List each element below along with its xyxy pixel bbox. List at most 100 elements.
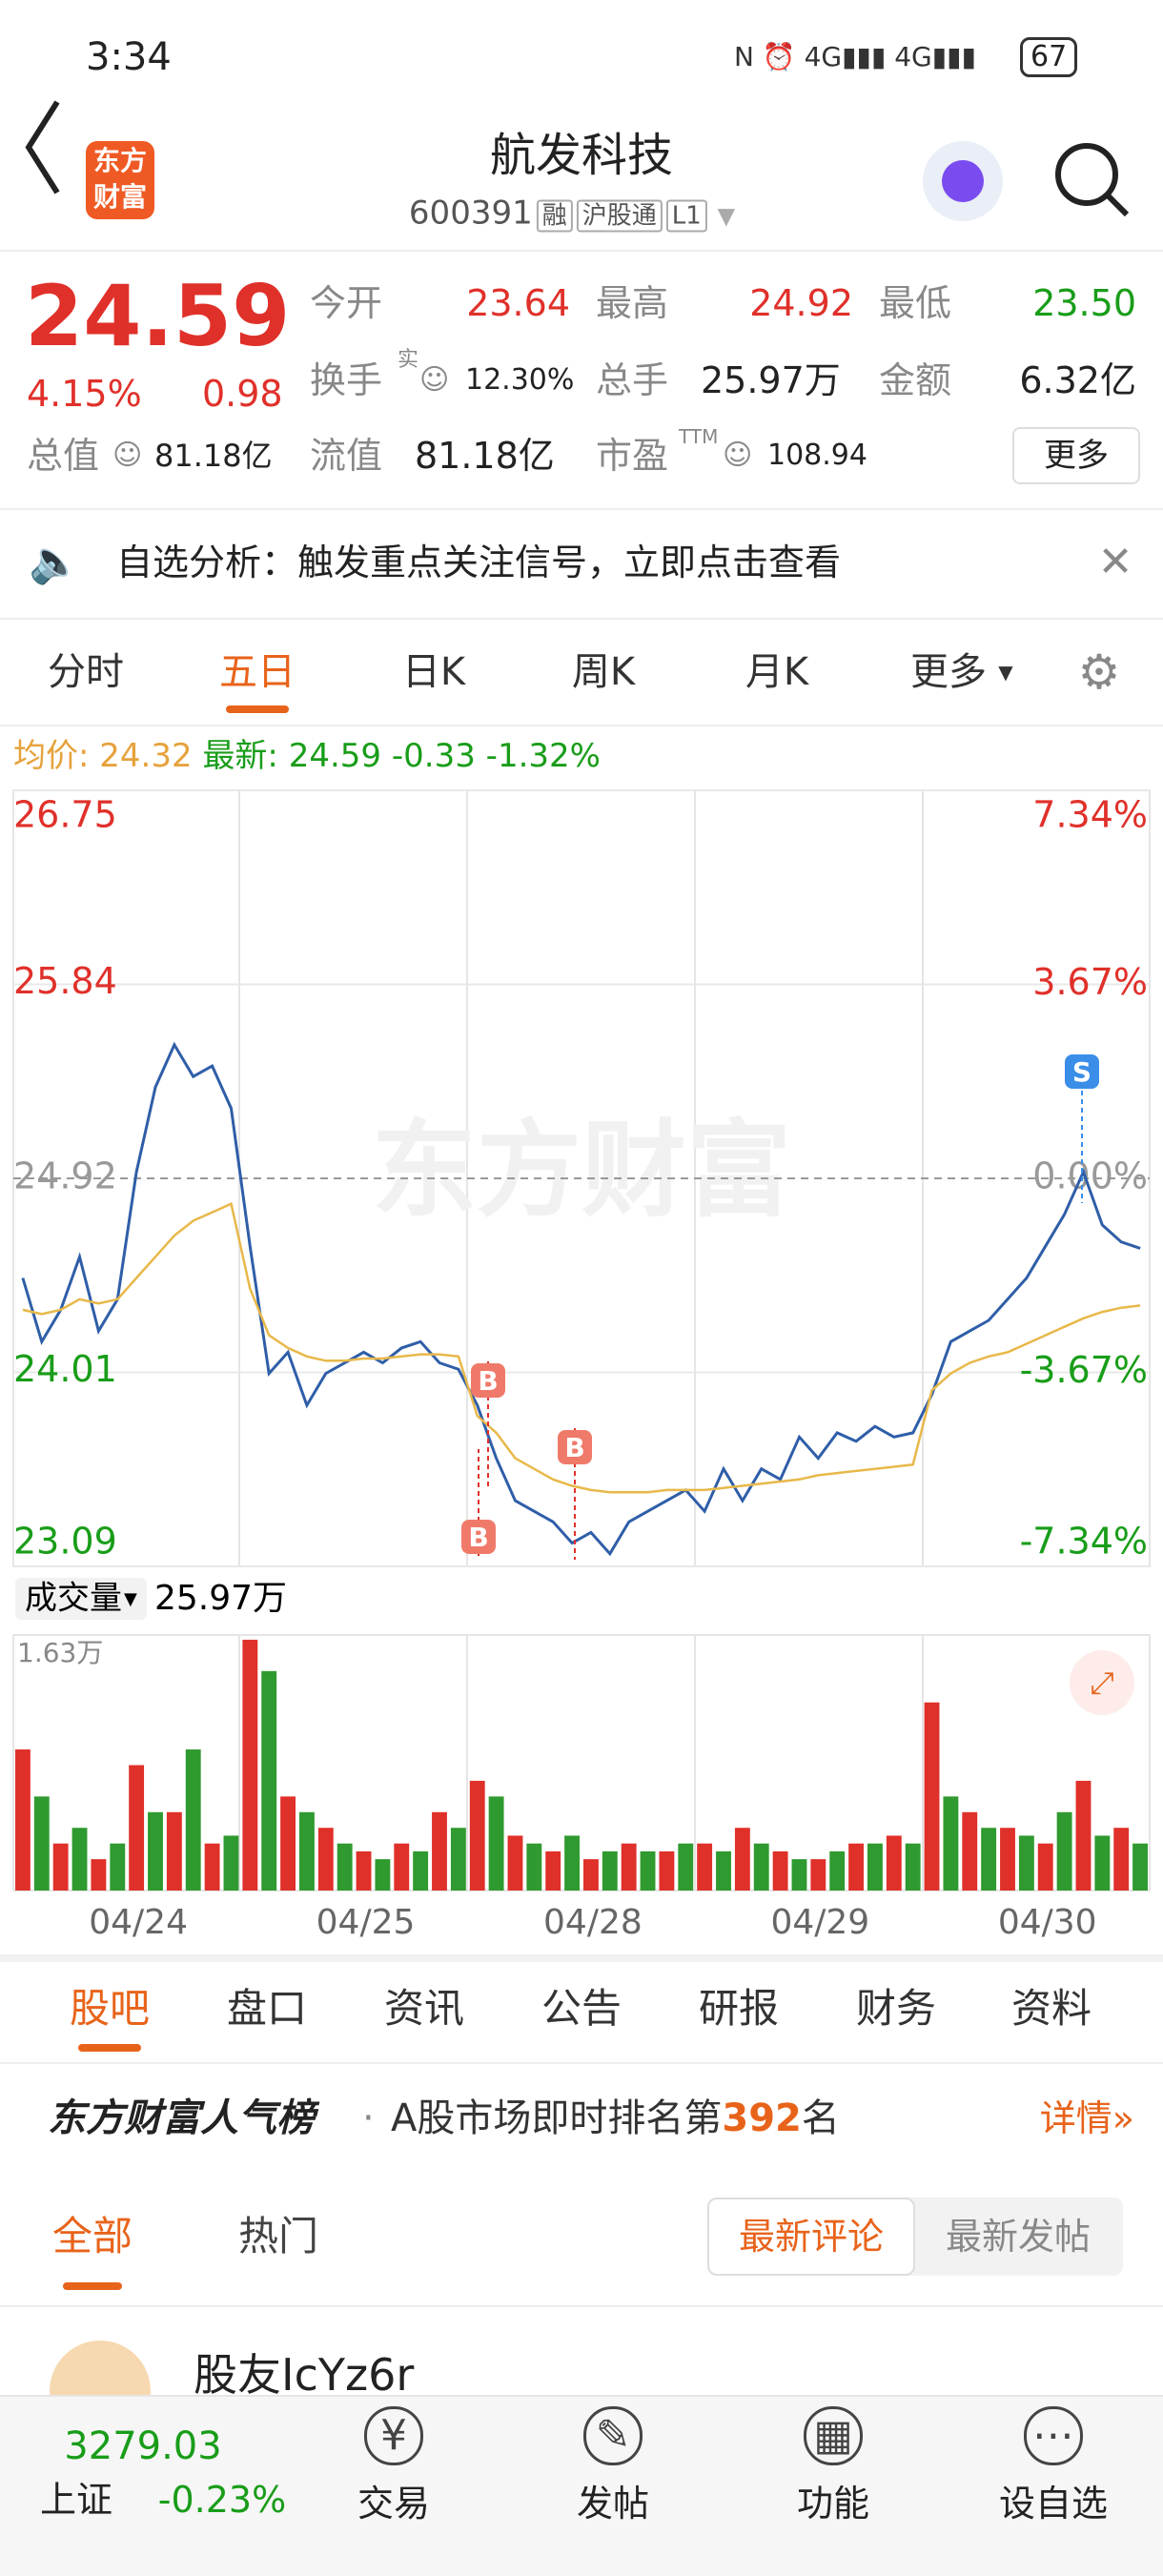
sort-tab[interactable]: 最新发帖 (945, 2216, 1092, 2258)
volume-bar (772, 1850, 788, 1891)
x-tick-label: 04/30 (998, 1903, 1097, 1942)
nav-icon[interactable]: ¥ (364, 2406, 423, 2465)
x-tick-label: 04/24 (89, 1903, 188, 1942)
chart-tab[interactable]: 月K (745, 650, 809, 694)
volume-bar (962, 1811, 978, 1891)
section-tab[interactable]: 研报 (698, 1985, 780, 2032)
x-tick-label: 04/25 (316, 1903, 416, 1942)
x-tick-label: 04/28 (543, 1903, 643, 1942)
volume-bar (924, 1702, 940, 1891)
stock-title: 航发科技 (489, 129, 674, 182)
battery: 67 (1020, 37, 1078, 77)
legend-value: 24.59 (288, 737, 382, 775)
header-icons (25, 100, 1130, 221)
volume-bar (110, 1843, 126, 1891)
trade-marker-label: S (1072, 1056, 1092, 1088)
volume-bar (810, 1859, 826, 1891)
dot: · (362, 2096, 375, 2140)
more-button[interactable]: 更多 (1012, 427, 1140, 484)
trade-marker (471, 1363, 505, 1398)
info-icon[interactable]: ☺ (723, 439, 753, 472)
sort-tab[interactable]: 最新评论 (707, 2198, 915, 2276)
volume-bar (242, 1639, 258, 1891)
nav-label[interactable]: 设自选 (998, 2483, 1109, 2525)
field-label: 今开 (310, 282, 383, 324)
divider (0, 508, 1163, 510)
field-label: 总值 (27, 435, 100, 477)
y-tick-label: 24.92 (13, 1155, 117, 1197)
dropdown-icon: ▼ (124, 1589, 137, 1609)
index-value[interactable]: 3279.03 (64, 2424, 222, 2468)
field-value: 25.97万 (701, 359, 841, 401)
section-tab[interactable]: 公告 (541, 1985, 622, 2032)
rank-suffix: 名 (801, 2096, 840, 2140)
stock-code: 600391 (408, 194, 533, 233)
section-tab[interactable]: 资料 (1010, 1985, 1092, 2032)
nav-label[interactable]: 功能 (796, 2483, 870, 2525)
nav-label[interactable]: 交易 (357, 2483, 431, 2525)
trade-marker (558, 1430, 592, 1464)
chart-tab[interactable]: 分时 (48, 650, 124, 694)
volume-bar (791, 1859, 807, 1891)
chart-tab[interactable]: 周K (571, 650, 636, 694)
trade-marker (1065, 1054, 1099, 1089)
volume-bar (526, 1843, 542, 1891)
volume-bar (375, 1859, 391, 1891)
section-tab[interactable]: 资讯 (383, 1985, 465, 2032)
tag: L1 (665, 199, 707, 233)
divider (0, 2305, 1163, 2307)
close-icon[interactable]: ✕ (1097, 538, 1133, 586)
post-tab[interactable]: 热门 (237, 2213, 319, 2259)
volume-bar (621, 1843, 637, 1891)
legend-value: -0.33 (391, 737, 476, 775)
settings-icon[interactable]: ⚙ (1077, 644, 1121, 700)
info-icon[interactable]: ☺ (112, 439, 143, 472)
chart-tab[interactable]: 日K (401, 650, 466, 694)
volume-bar (432, 1811, 447, 1891)
section-tab[interactable]: 股吧 (69, 1985, 151, 2032)
post-tab[interactable]: 全部 (51, 2213, 133, 2259)
series-line (21, 1041, 1141, 1557)
post-user[interactable]: 股友IcYz6r (194, 2349, 415, 2401)
change: 0.98 (202, 373, 283, 415)
status-icons: N ⏰ 4G▮▮▮ 4G▮▮▮ (734, 41, 976, 72)
trade-marker-label: B (468, 1522, 488, 1553)
y2-tick-label: -7.34% (1020, 1521, 1148, 1563)
volume-label-box (15, 1578, 147, 1620)
field-value: 12.30% (465, 363, 575, 397)
legend-value: 24.32 (99, 737, 193, 775)
index-name[interactable]: 上证 (39, 2479, 113, 2521)
tag: 融 (536, 199, 573, 233)
nav-icon[interactable]: ✎ (583, 2406, 643, 2465)
notice-text[interactable]: 自选分析：触发重点关注信号，立即点击查看 (116, 542, 842, 583)
rank-text: A股市场即时排名第392名 (391, 2099, 840, 2137)
back-icon[interactable] (25, 100, 60, 194)
index-change[interactable]: -0.23% (157, 2479, 287, 2521)
nav-icon[interactable]: ⋯ (1024, 2406, 1083, 2465)
volume-bar (317, 1828, 334, 1891)
divider (0, 2062, 1163, 2064)
rank-link[interactable]: 详情» (1039, 2097, 1134, 2139)
info-icon[interactable]: ☺ (419, 363, 450, 397)
section-tab[interactable]: 盘口 (226, 1985, 308, 2032)
volume-bar (469, 1780, 485, 1891)
bottom-bar (0, 2395, 1163, 2576)
nav-icon[interactable]: ▦ (804, 2406, 863, 2465)
rank-title: 东方财富人气榜 (48, 2096, 315, 2140)
logo[interactable]: 东方财富 (86, 141, 154, 219)
section-tab[interactable]: 财务 (855, 1985, 937, 2032)
volume-bar (867, 1843, 883, 1891)
volume-bar (1018, 1835, 1034, 1891)
y-tick-label: 1.63万 (17, 1637, 103, 1668)
volume-bar (716, 1850, 731, 1891)
chart-tab[interactable]: 五日 (219, 650, 296, 694)
dropdown-icon[interactable]: ▼ (998, 661, 1013, 684)
volume-bar (734, 1828, 750, 1891)
volume-bar (394, 1843, 410, 1891)
search-icon[interactable] (1055, 143, 1118, 206)
volume-bar (1000, 1828, 1015, 1891)
field-value: 108.94 (767, 439, 867, 472)
nav-label[interactable]: 发帖 (576, 2483, 650, 2525)
chart-tab[interactable]: 更多 (910, 650, 987, 694)
